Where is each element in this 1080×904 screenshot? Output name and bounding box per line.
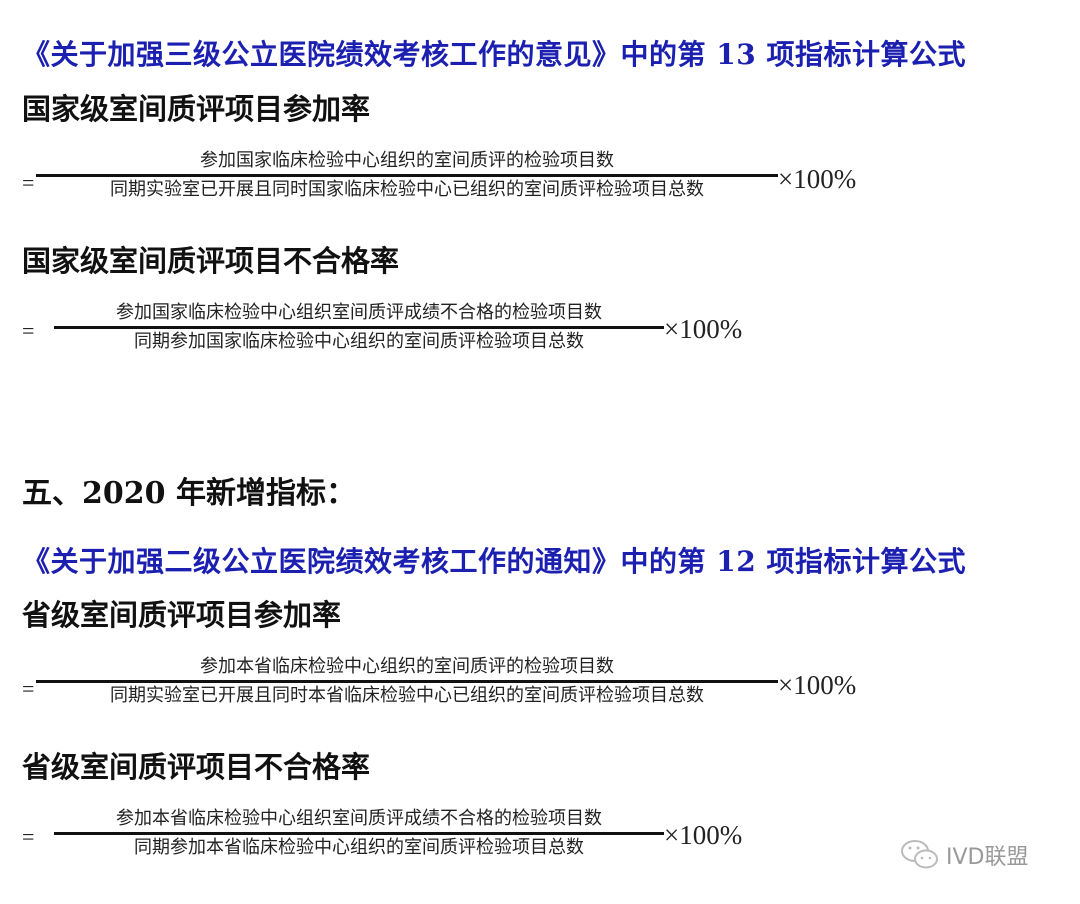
document-title-2: 《关于加强二级公立医院绩效考核工作的通知》中的第 12 项指标计算公式 — [22, 545, 966, 578]
fraction-bar — [54, 832, 664, 835]
wechat-icon — [901, 840, 938, 869]
equals-sign: = — [22, 824, 35, 849]
fraction-3: 参加本省临床检验中心组织的室间质评的检验项目数 同期实验室已开展且同时本省临床检… — [36, 656, 778, 707]
document-title-1: 《关于加强三级公立医院绩效考核工作的意见》中的第 13 项指标计算公式 — [22, 38, 966, 71]
heading-provincial-participation: 省级室间质评项目参加率 — [22, 598, 342, 632]
fraction-bar — [36, 680, 778, 683]
numerator: 参加国家临床检验中心组织室间质评成绩不合格的检验项目数 — [116, 302, 602, 323]
fraction-bar — [36, 174, 778, 177]
times-100-percent: ×100% — [778, 164, 857, 194]
fraction-bar — [54, 326, 664, 329]
heading-national-participation: 国家级室间质评项目参加率 — [22, 92, 371, 126]
equals-sign: = — [22, 170, 35, 195]
times-100-percent: ×100% — [664, 314, 743, 344]
watermark-text: IVD联盟 — [946, 845, 1029, 870]
fraction-4: 参加本省临床检验中心组织室间质评成绩不合格的检验项目数 同期参加本省临床检验中心… — [54, 808, 664, 859]
times-100-percent: ×100% — [664, 820, 743, 850]
equals-sign: = — [22, 676, 35, 701]
numerator: 参加国家临床检验中心组织的室间质评的检验项目数 — [200, 150, 614, 171]
times-100-percent: ×100% — [778, 670, 857, 700]
heading-provincial-failure: 省级室间质评项目不合格率 — [22, 750, 371, 784]
equals-sign: = — [22, 318, 35, 343]
watermark: IVD联盟 — [900, 838, 1028, 872]
fraction-1: 参加国家临床检验中心组织的室间质评的检验项目数 同期实验室已开展且同时国家临床检… — [36, 150, 778, 201]
numerator: 参加本省临床检验中心组织的室间质评的检验项目数 — [200, 656, 614, 677]
numerator: 参加本省临床检验中心组织室间质评成绩不合格的检验项目数 — [116, 808, 602, 829]
heading-national-failure: 国家级室间质评项目不合格率 — [22, 244, 400, 278]
fraction-2: 参加国家临床检验中心组织室间质评成绩不合格的检验项目数 同期参加国家临床检验中心… — [54, 302, 664, 353]
denominator: 同期参加本省临床检验中心组织的室间质评检验项目总数 — [134, 837, 584, 858]
denominator: 同期实验室已开展且同时本省临床检验中心已组织的室间质评检验项目总数 — [110, 685, 704, 706]
denominator: 同期实验室已开展且同时国家临床检验中心已组织的室间质评检验项目总数 — [110, 179, 704, 200]
denominator: 同期参加国家临床检验中心组织的室间质评检验项目总数 — [134, 331, 584, 352]
section-heading: 五、2020 年新增指标： — [22, 476, 356, 511]
